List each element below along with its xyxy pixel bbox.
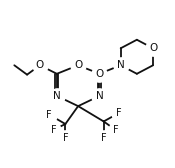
Text: F: F [101, 133, 106, 143]
Text: O: O [74, 60, 82, 70]
Text: O: O [36, 60, 44, 70]
Text: N: N [96, 91, 103, 101]
Text: F: F [51, 125, 56, 135]
Text: F: F [62, 133, 68, 143]
Text: F: F [116, 108, 122, 118]
Text: O: O [95, 69, 104, 79]
Text: N: N [117, 60, 125, 70]
Text: N: N [53, 91, 61, 101]
Text: F: F [113, 125, 118, 135]
Text: O: O [149, 43, 157, 53]
Text: F: F [46, 110, 52, 120]
